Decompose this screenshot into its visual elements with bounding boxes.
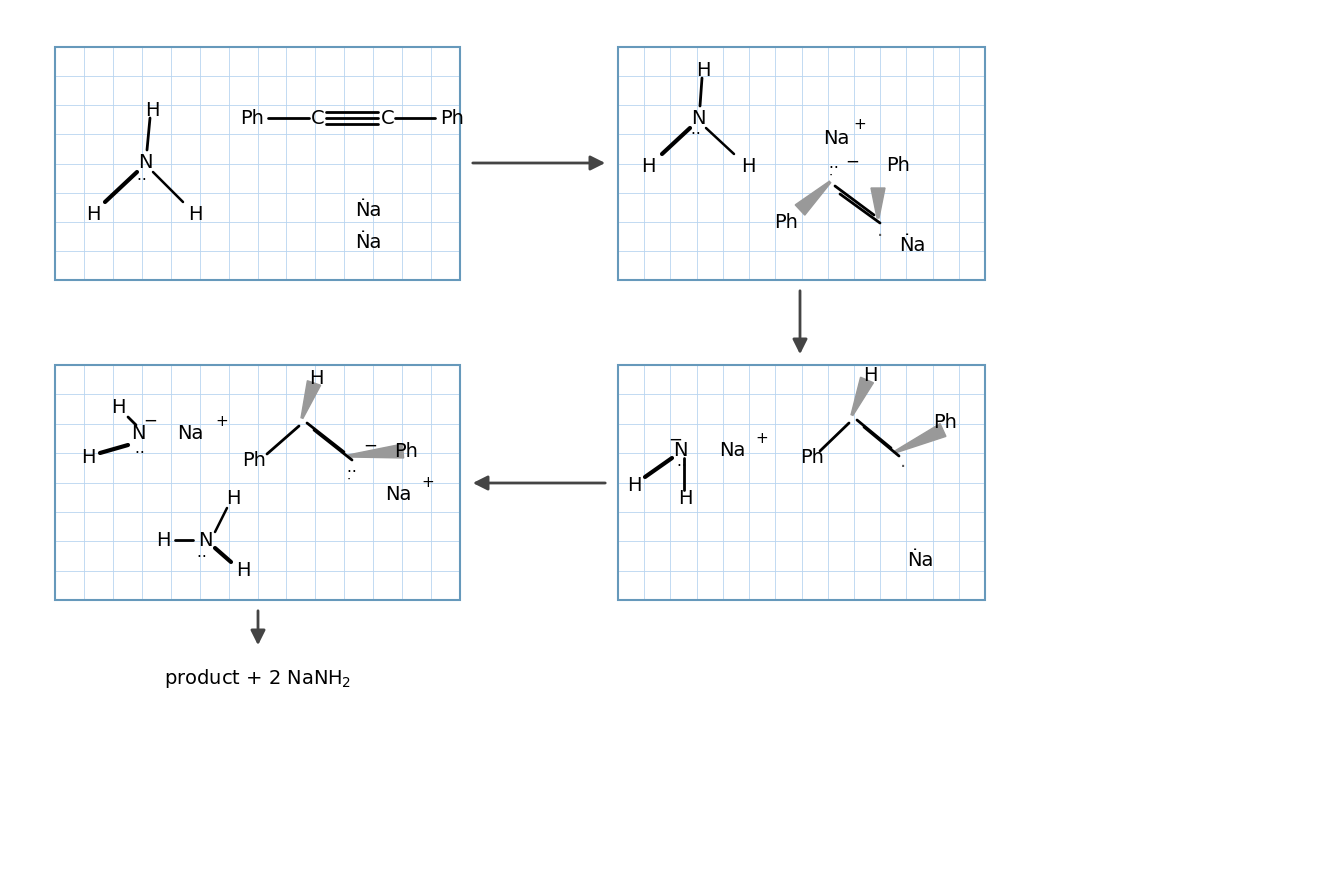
Text: product + 2 NaNH$_2$: product + 2 NaNH$_2$	[165, 666, 352, 689]
Text: N: N	[672, 440, 687, 460]
Text: Ṅa: Ṅa	[355, 200, 381, 220]
Text: Ph: Ph	[243, 450, 266, 470]
Text: H: H	[696, 60, 710, 80]
Text: H: H	[187, 205, 202, 223]
Text: H: H	[236, 561, 250, 579]
Text: Ph: Ph	[440, 108, 464, 128]
Text: H: H	[86, 205, 100, 223]
Text: H: H	[641, 157, 655, 175]
Text: ·: ·	[876, 227, 883, 245]
Text: +: +	[216, 414, 228, 429]
Text: N: N	[138, 152, 153, 172]
Text: ·​·: ·​·	[691, 127, 701, 142]
Text: C: C	[381, 108, 395, 128]
Text: Ph: Ph	[933, 413, 957, 431]
Text: −: −	[845, 153, 859, 171]
Bar	[618, 365, 985, 600]
Text: Ph: Ph	[394, 441, 418, 461]
Text: +: +	[755, 431, 768, 446]
Text: Ṅa: Ṅa	[907, 550, 933, 570]
Text: ·̣·: ·̣·	[830, 160, 840, 175]
Text: H: H	[863, 366, 878, 385]
Text: H: H	[741, 157, 755, 175]
Polygon shape	[348, 444, 403, 458]
Text: N: N	[691, 108, 705, 128]
Bar	[618, 47, 985, 280]
Polygon shape	[895, 424, 946, 453]
Polygon shape	[795, 182, 830, 215]
Bar	[55, 47, 460, 280]
Text: H: H	[677, 488, 692, 508]
Text: Ṅa: Ṅa	[899, 236, 925, 254]
Text: H: H	[225, 488, 240, 508]
Text: Na: Na	[822, 128, 849, 147]
Text: +: +	[854, 116, 866, 131]
Text: H: H	[308, 369, 323, 387]
Text: −: −	[144, 412, 157, 430]
Text: Na: Na	[718, 440, 745, 460]
Text: H: H	[111, 398, 125, 416]
Text: Na: Na	[385, 485, 411, 503]
Text: H: H	[80, 447, 95, 467]
Polygon shape	[851, 377, 874, 416]
Text: H: H	[156, 531, 170, 549]
Text: Ph: Ph	[774, 213, 797, 231]
Text: ·​·: ·​·	[136, 446, 145, 461]
Text: Ph: Ph	[240, 108, 264, 128]
Text: C: C	[311, 108, 324, 128]
Text: ·̣·: ·̣·	[348, 464, 358, 479]
Text: ·​·: ·​·	[198, 550, 207, 565]
Text: Ph: Ph	[886, 156, 909, 175]
Text: H: H	[627, 476, 642, 494]
Polygon shape	[301, 381, 320, 418]
Text: +: +	[422, 475, 435, 489]
Bar	[55, 365, 460, 600]
Text: Ṅa: Ṅa	[355, 232, 381, 252]
Text: N: N	[130, 424, 145, 442]
Polygon shape	[871, 188, 884, 218]
Text: H: H	[145, 100, 159, 120]
Text: ·​·: ·​·	[677, 458, 687, 473]
Text: −: −	[362, 437, 377, 455]
Text: Na: Na	[177, 424, 203, 442]
Text: ·: ·	[900, 457, 907, 477]
Text: Ph: Ph	[800, 447, 824, 467]
Text: N: N	[198, 531, 212, 549]
Text: −: −	[668, 431, 681, 449]
Text: ·​·: ·​·	[137, 173, 146, 188]
